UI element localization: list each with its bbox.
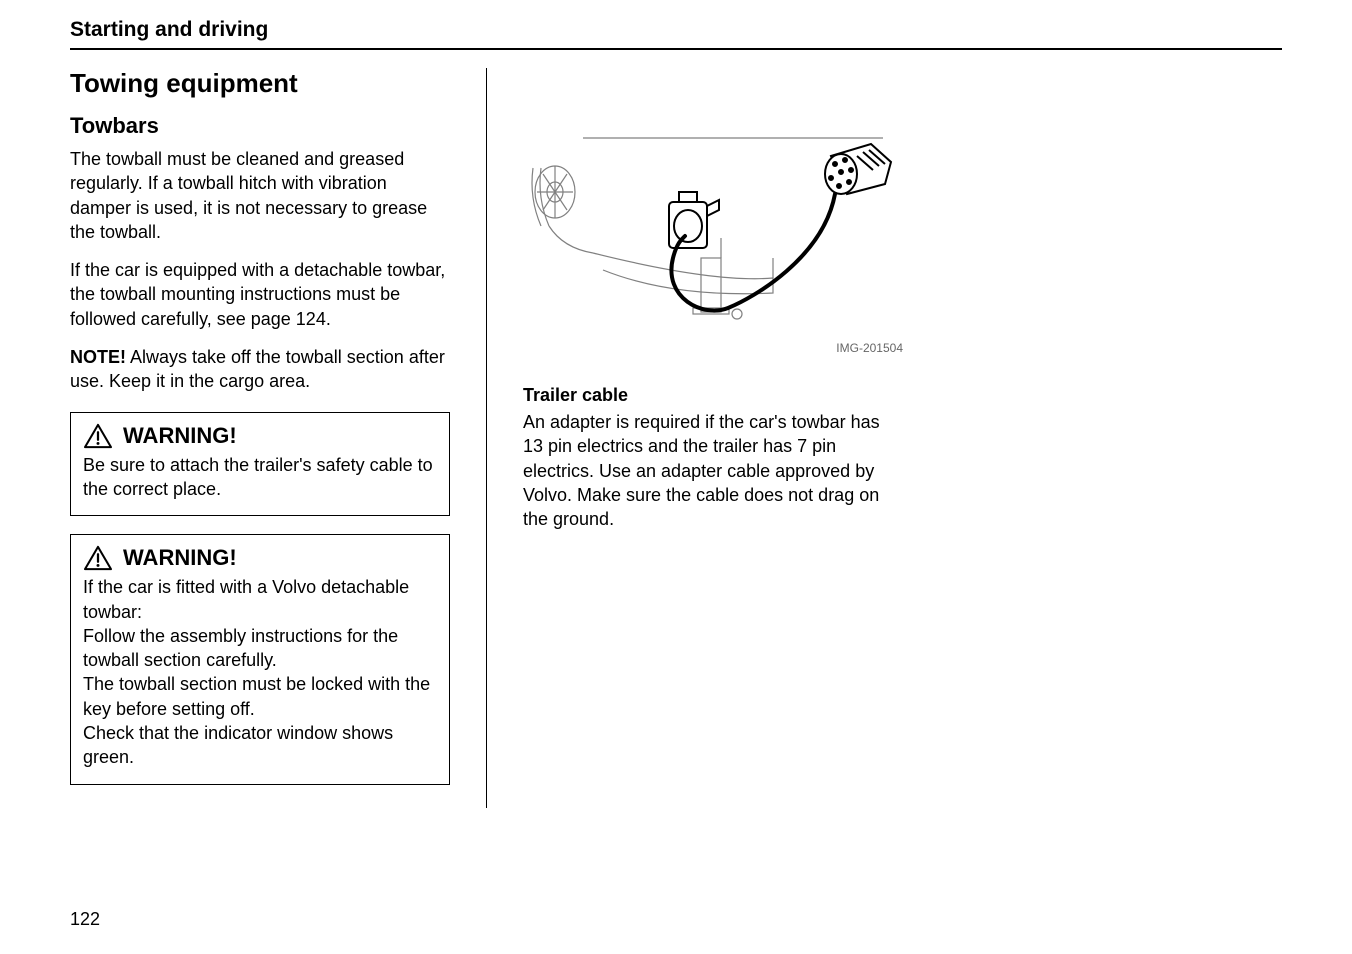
page: Starting and driving Towing equipment To…	[0, 0, 1352, 954]
trailer-cable-illustration	[523, 108, 903, 328]
note-text: Always take off the towball section afte…	[70, 347, 445, 391]
page-number: 122	[70, 909, 100, 930]
warning-icon	[83, 423, 113, 449]
warning-line: The towball section must be locked with …	[83, 672, 437, 721]
trailer-cable-body: An adapter is required if the car's towb…	[523, 410, 903, 531]
content-columns: Towing equipment Towbars The towball mus…	[70, 68, 1282, 808]
warning-body: Be sure to attach the trailer's safety c…	[83, 453, 437, 502]
para-towball-grease: The towball must be cleaned and greased …	[70, 147, 450, 244]
warning-header: WARNING!	[83, 545, 437, 571]
warning-label: WARNING!	[123, 423, 237, 449]
para-note: NOTE! Always take off the towball sectio…	[70, 345, 450, 394]
warning-box-safety-cable: WARNING! Be sure to attach the trailer's…	[70, 412, 450, 517]
warning-icon	[83, 545, 113, 571]
trailer-cable-heading: Trailer cable	[523, 385, 903, 406]
warning-line: If the car is fitted with a Volvo detach…	[83, 575, 437, 624]
warning-body: If the car is fitted with a Volvo detach…	[83, 575, 437, 769]
warning-line: Check that the indicator window shows gr…	[83, 721, 437, 770]
para-detachable-towbar: If the car is equipped with a detachable…	[70, 258, 450, 331]
warning-line: Follow the assembly instructions for the…	[83, 624, 437, 673]
column-1: Towing equipment Towbars The towball mus…	[70, 68, 450, 808]
figure-caption: IMG-201504	[523, 341, 903, 355]
warning-header: WARNING!	[83, 423, 437, 449]
warning-label: WARNING!	[123, 545, 237, 571]
header-rule	[70, 48, 1282, 50]
warning-box-detachable: WARNING! If the car is fitted with a Vol…	[70, 534, 450, 784]
column-2: IMG-201504 Trailer cable An adapter is r…	[523, 68, 903, 808]
note-label: NOTE!	[70, 347, 126, 367]
trailer-cable-figure	[523, 108, 903, 333]
chapter-title: Starting and driving	[70, 18, 1282, 48]
column-separator	[486, 68, 487, 808]
section-title: Towing equipment	[70, 68, 450, 99]
subsection-title-towbars: Towbars	[70, 113, 450, 139]
